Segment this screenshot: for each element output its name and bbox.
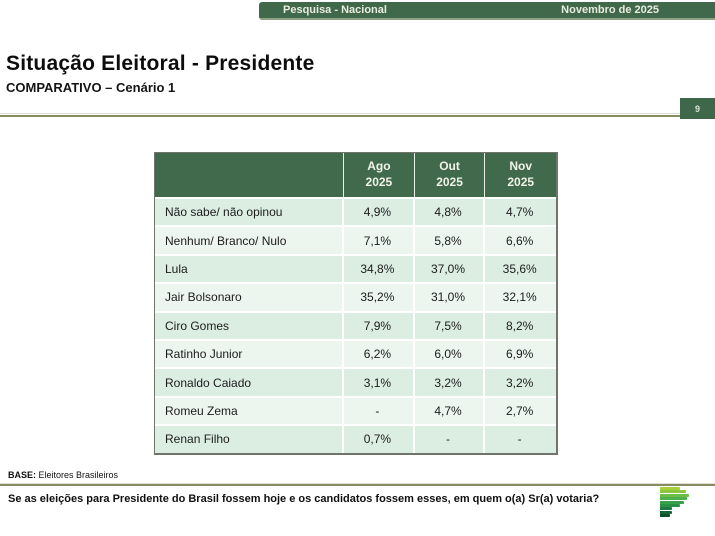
title-divider [0, 113, 682, 117]
table-header-col-out: Out 2025 [415, 153, 486, 197]
base-value: Eleitores Brasileiros [36, 470, 119, 480]
row-value: 6,6% [505, 233, 534, 248]
row-label: Jair Bolsonaro [155, 284, 345, 311]
table-row: Lula 34,8% 37,0% 35,6% [155, 253, 556, 283]
row-label: Ronaldo Caiado [155, 369, 345, 396]
table-row: Ratinho Junior 6,2% 6,0% 6,9% [155, 338, 556, 368]
header-bar-right-label: Novembro de 2025 [561, 4, 659, 16]
row-value: 6,9% [505, 347, 534, 362]
page-title: Situação Eleitoral - Presidente [6, 52, 315, 75]
row-value: 6,2% [344, 340, 415, 368]
page-number-badge: 9 [680, 98, 715, 119]
row-value: 3,2% [415, 369, 486, 396]
base-note: BASE: Eleitores Brasileiros [8, 470, 118, 480]
logo-bar [660, 514, 670, 518]
table-row: Jair Bolsonaro 35,2% 31,0% 32,1% [155, 282, 556, 311]
row-value: - [344, 397, 415, 425]
logo-bar [660, 500, 684, 504]
row-value: 3,2% [505, 375, 534, 390]
table-header-row: Ago 2025 Out 2025 Nov 2025 [155, 153, 556, 197]
title-block: Situação Eleitoral - Presidente COMPARAT… [6, 52, 314, 95]
logo-bar [660, 497, 687, 501]
table-row: Ronaldo Caiado 3,1% 3,2% 3,2% [155, 367, 556, 396]
table-body: Não sabe/ não opinou 4,9% 4,8% 4,7% Nenhum/ … [155, 197, 556, 453]
row-value: 7,1% [344, 227, 415, 254]
row-value: 4,8% [415, 199, 486, 226]
col-month: Ago [367, 159, 391, 174]
row-value: 31,0% [415, 284, 486, 311]
header-bar-left-label: Pesquisa - Nacional [283, 4, 387, 16]
table-header-empty-cell [155, 153, 345, 197]
footer-divider [0, 483, 715, 486]
table-row: Ciro Gomes 7,9% 7,5% 8,2% [155, 310, 556, 339]
header-bar: Pesquisa - Nacional Novembro de 2025 [259, 2, 715, 20]
row-value: 37,0% [415, 255, 486, 283]
row-value: 4,9% [344, 199, 415, 226]
table-row: Não sabe/ não opinou 4,9% 4,8% 4,7% [155, 197, 556, 226]
table-header-col-ago: Ago 2025 [344, 153, 415, 197]
results-table: Ago 2025 Out 2025 Nov 2025 Não sabe/ não… [154, 152, 558, 455]
row-value: 35,6% [502, 261, 537, 276]
row-label: Ciro Gomes [155, 312, 345, 339]
row-label: Ratinho Junior [155, 340, 345, 368]
logo-bar [660, 503, 680, 507]
row-label: Renan Filho [155, 426, 345, 453]
logo-bar [660, 507, 672, 511]
col-year: 2025 [365, 175, 393, 189]
col-month: Nov [509, 159, 533, 174]
row-value: 34,8% [344, 255, 415, 283]
row-value: 3,1% [344, 369, 415, 396]
row-value: 32,1% [502, 290, 537, 305]
page-number: 9 [694, 103, 700, 114]
table-row: Romeu Zema -4,7% 2,7% [155, 395, 556, 425]
row-value: 4,7% [505, 205, 534, 220]
row-label: Romeu Zema [155, 397, 345, 425]
row-value: 35,2% [344, 284, 415, 311]
row-label: Nenhum/ Branco/ Nulo [155, 227, 345, 254]
table-header-col-nov: Nov 2025 [485, 153, 556, 197]
stacked-bars-logo [660, 487, 700, 519]
row-value: - [517, 432, 522, 447]
logo-bar [660, 493, 689, 497]
logo-bar [660, 487, 680, 490]
logo-bar [660, 490, 686, 494]
base-label: BASE: [8, 470, 37, 480]
row-value: - [415, 426, 486, 453]
row-label: Não sabe/ não opinou [155, 199, 345, 226]
row-value: 7,9% [344, 312, 415, 339]
row-value: 8,2% [505, 318, 534, 333]
row-label: Lula [155, 255, 345, 283]
table-row: Nenhum/ Branco/ Nulo 7,1% 5,8% 6,6% [155, 225, 556, 254]
row-value: 7,5% [415, 312, 486, 339]
table-row: Renan Filho 0,7% - - [155, 424, 556, 453]
row-value: 4,7% [415, 397, 486, 425]
logo-bar [660, 510, 672, 514]
row-value: 6,0% [415, 340, 486, 368]
row-value: 2,7% [505, 403, 534, 418]
col-month: Out [439, 159, 460, 174]
page-subtitle: COMPARATIVO – Cenário 1 [6, 80, 176, 95]
row-value: 5,8% [415, 227, 486, 254]
col-year: 2025 [436, 175, 463, 189]
row-value: 0,7% [344, 426, 415, 453]
col-year: 2025 [507, 175, 535, 189]
survey-question: Se as eleições para Presidente do Brasil… [8, 493, 600, 505]
